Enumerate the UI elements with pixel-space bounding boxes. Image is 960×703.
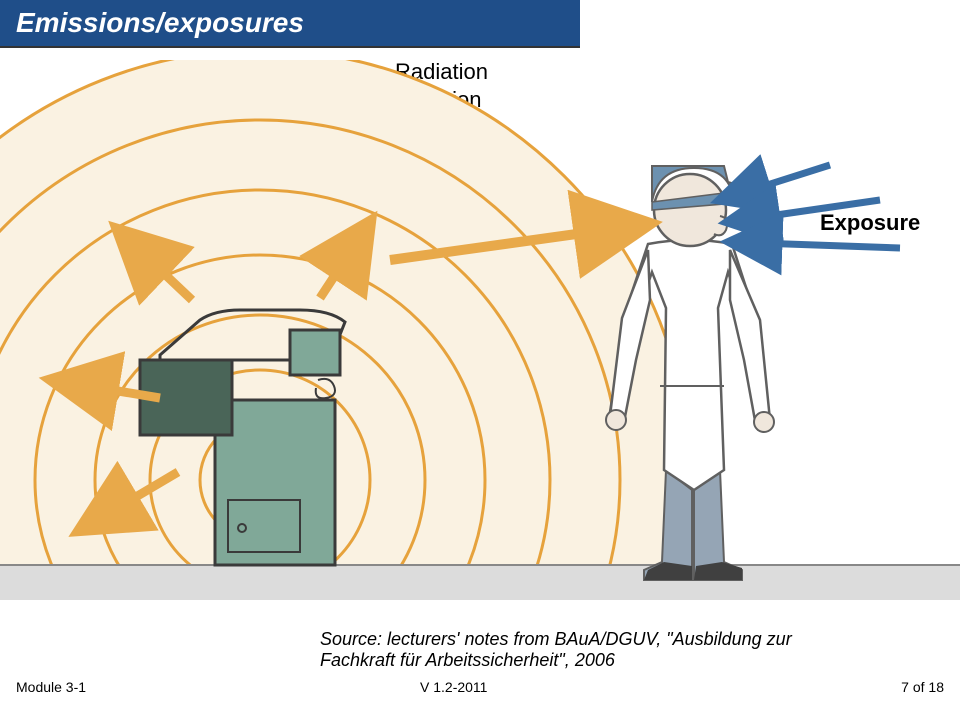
- source-citation: Source: lecturers' notes from BAuA/DGUV,…: [320, 629, 860, 671]
- slide-title: Emissions/exposures: [16, 7, 304, 39]
- slide: Emissions/exposures Radiation Vibration …: [0, 0, 960, 703]
- footer-version: V 1.2-2011: [420, 679, 487, 695]
- scene-illustration: [0, 60, 960, 620]
- scene-svg: [0, 60, 960, 620]
- title-bar: Emissions/exposures: [0, 0, 580, 48]
- footer-module: Module 3-1: [16, 679, 86, 695]
- footer-page: 7 of 18: [901, 679, 944, 695]
